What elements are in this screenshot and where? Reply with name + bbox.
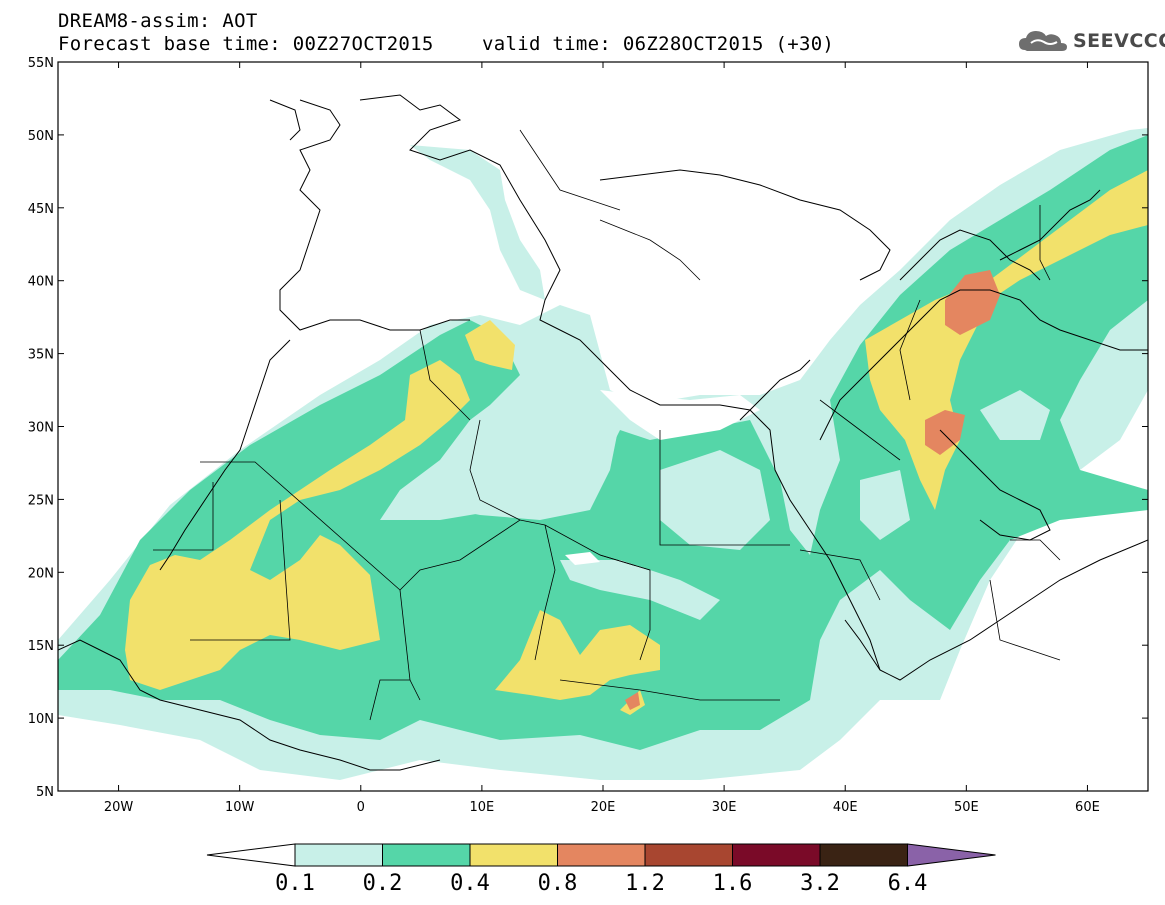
coastlines [58,94,1148,771]
lat-tick-label: 40N [28,275,54,290]
aot-field [58,128,1148,780]
seevccc-logo: SEEVCCC [1017,26,1165,56]
colorbar-label: 0.8 [538,871,578,896]
lat-tick-label: 25N [28,493,54,508]
title-line-2: Forecast base time: 00Z27OCT2015 [58,33,434,55]
lon-tick-label: 50E [954,800,979,815]
colorbar-over-arrow [907,843,996,867]
colorbar-swatch [819,843,908,867]
colorbar-swatch [294,843,383,867]
colorbar-swatch [557,843,646,867]
aot-band-0.1-holes [430,390,1050,620]
cloud-icon [1019,31,1067,51]
colorbar-swatch [732,843,821,867]
aot-band-0.8 [625,270,1000,710]
country-borders [153,129,1061,721]
colorbar-label: 1.6 [713,871,753,896]
lon-tick-label: 30E [712,800,737,815]
colorbar-label: 0.4 [450,871,490,896]
lon-tick-label: 10W [225,800,255,815]
lat-tick-label: 35N [28,348,54,363]
aot-below-threshold [565,390,760,565]
colorbar-label: 0.2 [363,871,403,896]
lat-tick-label: 20N [28,566,54,581]
lat-tick-label: 5N [36,785,54,800]
colorbar-swatch [469,843,558,867]
lat-tick-label: 10N [28,712,54,727]
lon-tick-label: 60E [1075,800,1100,815]
lon-tick-label: 10E [470,800,495,815]
lon-ticks: 20W 10W 0 10E 20E 30E 40E 50E 60E [104,62,1100,815]
lat-tick-label: 45N [28,202,54,217]
lon-tick-label: 40E [833,800,858,815]
logo-text: SEEVCCC [1073,30,1165,52]
valid-time: valid time: 06Z28OCT2015 (+30) [482,33,835,55]
colorbar-label: 6.4 [888,871,928,896]
lon-tick-label: 20E [591,800,616,815]
lon-tick-label: 20W [104,800,134,815]
colorbar-swatch [644,843,733,867]
colorbar-label: 1.2 [625,871,665,896]
colorbar: 0.1 0.2 0.4 0.8 1.2 1.6 3.2 6.4 [206,843,996,896]
colorbar-label: 3.2 [800,871,840,896]
lat-tick-label: 30N [28,421,54,436]
lat-tick-label: 15N [28,639,54,654]
colorbar-under-arrow [206,843,296,867]
title-line-1: DREAM8-assim: AOT [58,10,258,32]
lat-tick-label: 55N [28,56,54,71]
lat-ticks: 55N 50N 45N 40N 35N 30N 25N 20N 15N 10N 5N [28,56,1148,800]
lon-tick-label: 0 [357,800,365,815]
lat-tick-label: 50N [28,129,54,144]
colorbar-label: 0.1 [275,871,315,896]
colorbar-swatch [382,843,471,867]
